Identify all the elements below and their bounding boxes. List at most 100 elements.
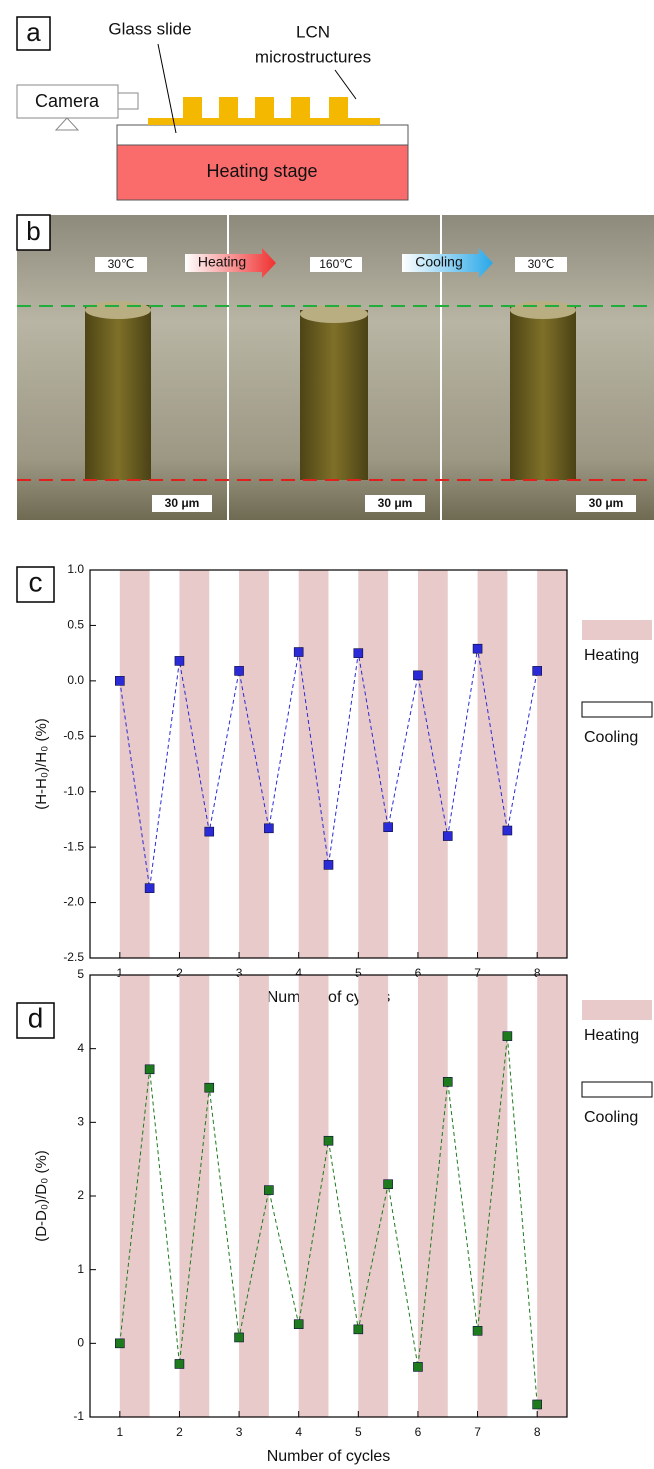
heating-band [477, 975, 508, 1417]
heating-band [358, 975, 389, 1417]
x-tick-label: 7 [474, 1425, 481, 1439]
arrow-label: Cooling [415, 254, 462, 270]
arrow-label: Heating [198, 254, 246, 270]
leader-line [157, 43, 177, 134]
x-tick-label: 6 [415, 966, 422, 980]
leader-line [334, 69, 357, 100]
data-point [323, 1135, 334, 1146]
y-tick-label: -0.5 [63, 728, 84, 742]
y-tick-label: -1.5 [63, 839, 84, 853]
lcn-pillars [183, 97, 348, 119]
data-point [174, 656, 185, 666]
data-point [293, 1319, 304, 1329]
legend-swatch [581, 701, 653, 718]
legend-label: Cooling [584, 1109, 638, 1126]
heating-stage [116, 144, 409, 201]
data-point [532, 1399, 542, 1410]
data-point [293, 647, 304, 657]
cooling-arrow [402, 248, 493, 278]
heating-band [239, 975, 269, 1417]
y-tick-label: 4 [77, 1041, 84, 1055]
heating-band [239, 570, 269, 958]
data-point [413, 670, 423, 681]
camera-stand [54, 117, 80, 131]
data-point [323, 860, 334, 870]
x-tick-label: 1 [116, 966, 123, 980]
plot-frame [89, 569, 568, 959]
heating-band [537, 570, 567, 958]
scale-box [576, 495, 636, 512]
data-point [472, 643, 483, 654]
legend-label: Heating [584, 1027, 639, 1044]
y-tick-label: 0.5 [67, 618, 84, 632]
legend-label: Cooling [584, 729, 638, 746]
data-point [353, 1324, 364, 1335]
x-tick-label: 7 [474, 966, 481, 980]
legend-swatch [582, 620, 652, 640]
panel-label: d [28, 1002, 44, 1033]
heating-band [417, 570, 448, 958]
panel-label-box [16, 566, 55, 603]
data-point [144, 883, 155, 893]
legend-swatch [581, 1081, 653, 1098]
temperature: 30℃ [108, 257, 135, 271]
data-point [264, 823, 274, 834]
y-tick-label: 0.0 [67, 673, 84, 687]
panel-label: c [29, 566, 43, 597]
temperature: 160℃ [319, 257, 353, 271]
y-tick-label: 1.0 [67, 562, 84, 576]
panel-label-box [16, 1002, 55, 1039]
y-tick-label: 2 [77, 1188, 84, 1202]
data-point [115, 676, 125, 686]
y-tick-label: 0 [77, 1336, 84, 1350]
x-tick-label: 4 [295, 1425, 302, 1439]
heating-band [358, 570, 389, 958]
data-point [204, 826, 215, 837]
heating-band [119, 570, 150, 958]
data-point [234, 1332, 244, 1343]
data-point [502, 825, 513, 836]
data-point [234, 666, 244, 676]
y-axis-title: (H-H₀)/H₀ (%) [33, 718, 50, 810]
data-point [264, 1185, 274, 1195]
camera-label: Camera [35, 91, 100, 111]
panel-label-box [16, 16, 51, 51]
heating-band [119, 975, 150, 1417]
x-tick-label: 3 [236, 966, 243, 980]
x-tick-label: 3 [236, 1425, 243, 1439]
temp-box [515, 257, 567, 272]
y-tick-label: -2.0 [63, 895, 84, 909]
data-point [502, 1031, 513, 1041]
scale-box [152, 495, 212, 512]
glass-label: Glass slide [108, 19, 191, 38]
y-tick-label: 5 [77, 967, 84, 981]
scale-bar: 30 μm [589, 496, 624, 510]
scale-box [365, 495, 425, 512]
x-tick-label: 2 [176, 966, 183, 980]
heating-band [537, 975, 567, 1417]
data-point [383, 1179, 393, 1190]
panel-label: b [26, 216, 40, 246]
heating-band [298, 975, 329, 1417]
data-point [442, 831, 453, 841]
series-line [119, 648, 538, 889]
panel-b: b 30℃ 160℃ 30℃ Heating Cooling 30 μm 30 … [16, 214, 654, 520]
lcn-label: LCN [296, 22, 330, 41]
x-tick-label: 5 [355, 1425, 362, 1439]
x-tick-label: 1 [116, 1425, 123, 1439]
panel-a: a Camera Heating stage Glass slide LCN m… [16, 16, 409, 201]
data-point [413, 1362, 423, 1372]
data-point [115, 1338, 125, 1349]
heating-band [179, 570, 210, 958]
temp-box [95, 257, 147, 272]
camera-lens [117, 92, 139, 110]
y-tick-label: 3 [77, 1115, 84, 1129]
lcn-base [148, 118, 380, 125]
y-tick-label: -1 [73, 1409, 84, 1423]
heating-arrow [185, 248, 276, 278]
x-tick-label: 8 [534, 1425, 541, 1439]
scale-bar: 30 μm [165, 496, 200, 510]
heating-band [477, 570, 508, 958]
legend-label: Heating [584, 647, 639, 664]
heating-band [417, 975, 448, 1417]
